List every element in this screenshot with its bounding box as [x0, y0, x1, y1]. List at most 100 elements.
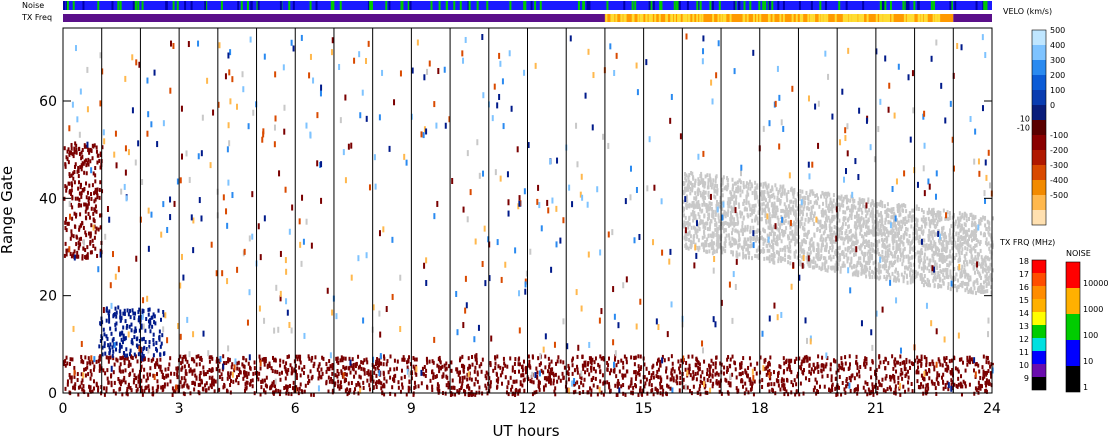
echo-cell	[757, 255, 760, 260]
echo-cell	[787, 247, 790, 252]
echo-cell	[777, 191, 780, 196]
echo-cell	[808, 356, 811, 361]
echo-cell	[988, 246, 991, 251]
echo-cell	[880, 237, 883, 242]
echo-cell	[891, 236, 894, 241]
echo-cell	[856, 272, 859, 277]
echo-cell	[911, 279, 914, 284]
echo-cell	[158, 364, 161, 369]
echo-cell	[450, 368, 453, 373]
echo-cell	[914, 270, 917, 275]
txfreq-fleck	[807, 14, 810, 22]
echo-cell	[576, 370, 579, 375]
echo-cell	[772, 231, 775, 236]
echo-cell	[985, 355, 988, 360]
echo-cell	[801, 196, 804, 201]
echo-cell	[991, 243, 994, 248]
echo-cell	[910, 218, 913, 223]
echo-cell	[937, 210, 940, 215]
echo-cell	[821, 213, 824, 218]
echo-cell	[768, 259, 771, 264]
echo-cell	[842, 203, 845, 208]
echo-cell	[123, 361, 126, 366]
echo-cell	[709, 201, 712, 206]
echo-cell	[729, 243, 732, 248]
echo-cell	[722, 175, 725, 180]
echo-cell	[923, 260, 926, 265]
echo-cell	[821, 208, 824, 213]
echo-cell	[870, 253, 873, 258]
echo-cell	[700, 171, 703, 176]
echo-cell	[726, 390, 729, 395]
echo-cell	[501, 381, 504, 386]
echo-cell	[95, 359, 98, 364]
echo-cell	[710, 234, 713, 239]
txfreq-fleck	[612, 14, 615, 22]
echo-cell	[221, 376, 224, 381]
echo-cell	[755, 185, 758, 190]
echo-cell	[339, 380, 342, 385]
echo-cell	[331, 390, 334, 395]
echo-cell	[474, 392, 477, 397]
echo-cell	[758, 202, 761, 207]
echo-cell	[726, 177, 729, 182]
echo-cell	[708, 369, 711, 374]
echo-cell	[948, 238, 951, 243]
echo-cell	[815, 248, 818, 253]
echo-cell	[77, 246, 80, 251]
echo-cell	[334, 381, 337, 386]
echo-cell	[847, 256, 850, 261]
echo-cell	[661, 392, 664, 397]
echo-cell	[895, 244, 898, 249]
txfreq-fleck	[671, 14, 674, 22]
noise-fleck	[250, 1, 253, 10]
echo-cell	[760, 217, 763, 222]
echo-cell	[911, 269, 914, 274]
echo-cell	[489, 361, 492, 366]
echo-cell	[839, 266, 842, 271]
echo-cell	[84, 367, 87, 372]
echo-cell	[821, 363, 824, 368]
echo-cell	[208, 355, 211, 360]
echo-cell	[684, 176, 687, 181]
echo-cell	[778, 197, 781, 202]
echo-cell	[264, 390, 267, 395]
echo-cell	[899, 252, 902, 257]
echo-cell	[543, 376, 546, 381]
echo-cell	[463, 375, 466, 380]
echo-cell	[868, 266, 871, 271]
echo-cell	[744, 381, 747, 386]
echo-cell	[714, 217, 717, 222]
echo-cell	[963, 222, 966, 227]
echo-cell	[751, 211, 754, 216]
echo-cell	[825, 197, 828, 202]
echo-cell	[359, 385, 362, 390]
echo-cell	[896, 233, 899, 238]
echo-cell	[751, 384, 754, 389]
echo-cell	[745, 247, 748, 252]
echo-cell	[246, 380, 249, 385]
echo-cell	[129, 385, 132, 390]
echo-cell	[911, 208, 914, 213]
echo-cell	[989, 273, 992, 278]
echo-cell	[865, 265, 868, 270]
echo-cell	[962, 227, 965, 232]
echo-cell	[518, 362, 521, 367]
echo-cell	[890, 229, 893, 234]
echo-cell	[816, 388, 819, 393]
echo-cell	[850, 236, 853, 241]
echo-cell	[709, 242, 712, 247]
echo-cell	[134, 375, 137, 380]
echo-cell	[903, 360, 906, 365]
echo-cell	[779, 247, 782, 252]
echo-cell	[126, 392, 129, 397]
echo-cell	[819, 384, 822, 389]
echo-cell	[926, 246, 929, 251]
echo-cell	[136, 359, 139, 364]
echo-cell	[717, 234, 720, 239]
echo-cell	[265, 384, 268, 389]
echo-cell	[963, 211, 966, 216]
echo-cell	[916, 218, 919, 223]
echo-cell	[183, 376, 186, 381]
echo-cell	[956, 243, 959, 248]
